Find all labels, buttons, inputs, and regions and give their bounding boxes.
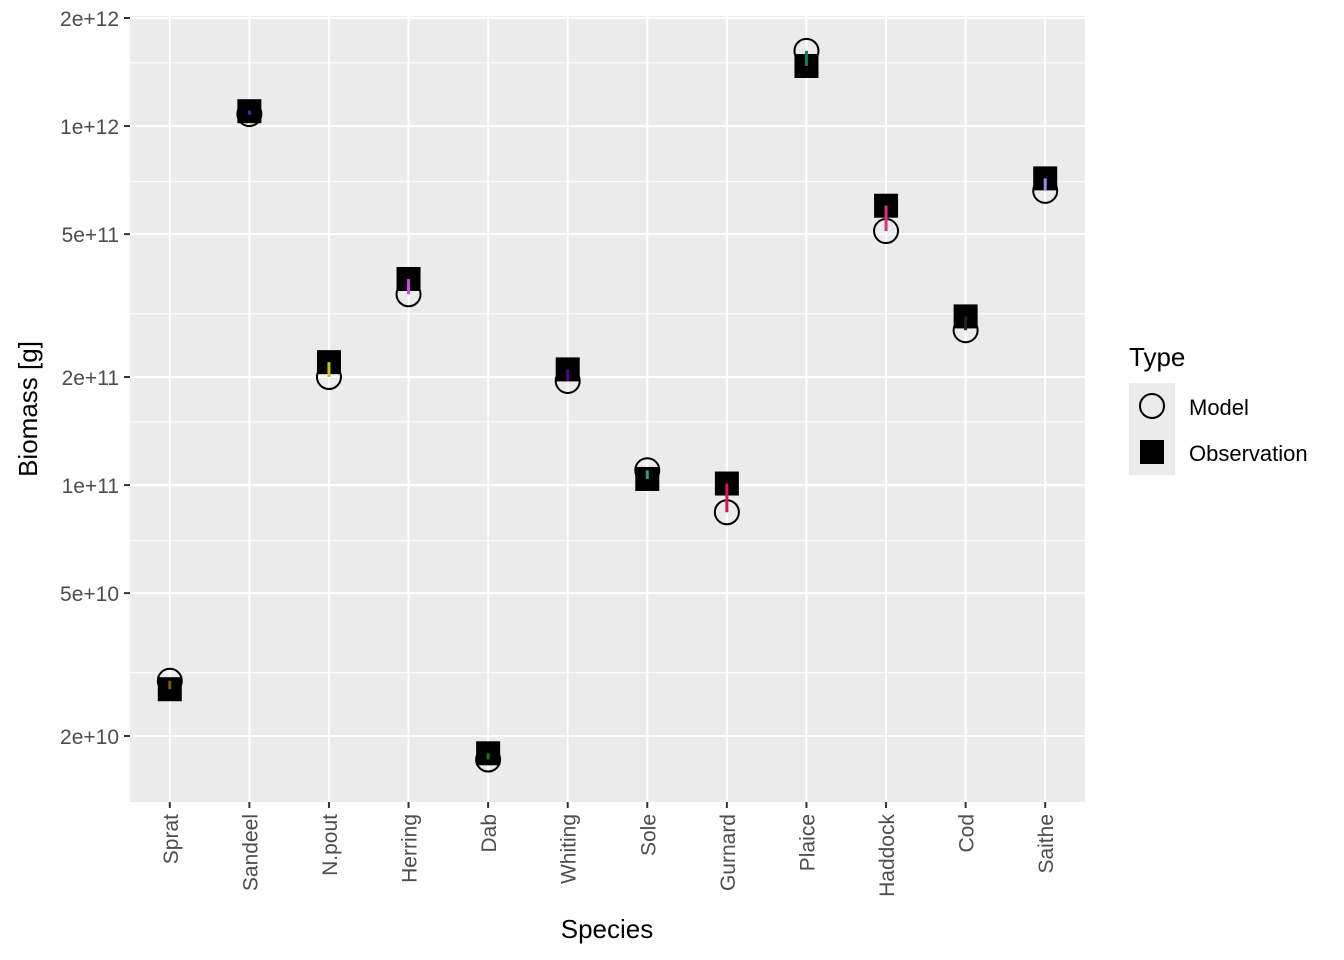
model-point: [475, 746, 502, 773]
x-tick-label: N.pout: [319, 814, 342, 876]
grid-major: [130, 16, 1085, 802]
x-tick-label: Plaice: [796, 814, 819, 871]
model-point: [634, 457, 661, 484]
x-tick-label: Haddock: [876, 814, 899, 897]
y-axis: 2e+10 5e+10 1e+11 2e+11 5e+11 1e+12 2e+12: [60, 8, 130, 749]
error-segments: [168, 50, 1047, 760]
legend: Type Model Observation: [1129, 342, 1308, 475]
legend-model-label: Model: [1189, 395, 1249, 420]
grid-minor: [130, 62, 1085, 674]
x-tick-label: Gurnard: [717, 814, 740, 891]
y-tick-label: 2e+11: [62, 367, 119, 390]
y-tick-label: 1e+11: [62, 475, 119, 498]
x-axis: Sprat Sandeel N.pout Herring Dab Whiting Sole G…: [160, 802, 1058, 897]
model-point: [236, 101, 263, 128]
y-axis-title: Biomass [g]: [13, 341, 43, 477]
model-point: [554, 367, 581, 394]
x-tick-label: Herring: [399, 814, 422, 883]
legend-title: Type: [1129, 342, 1185, 372]
y-tick-label: 5e+10: [60, 583, 119, 606]
y-tick-label: 1e+12: [60, 116, 119, 139]
legend-observation-marker: [1140, 440, 1164, 464]
x-tick-label: Saithe: [1035, 814, 1058, 874]
plot-panel: [130, 16, 1085, 802]
x-tick-label: Cod: [956, 814, 979, 853]
x-tick-label: Sandeel: [239, 814, 262, 891]
x-axis-title: Species: [561, 914, 654, 944]
y-tick-label: 2e+10: [60, 726, 119, 749]
x-tick-label: Dab: [478, 814, 501, 853]
model-point: [156, 667, 183, 694]
y-tick-label: 5e+11: [62, 224, 119, 247]
x-tick-label: Whiting: [558, 814, 581, 884]
y-tick-label: 2e+12: [60, 8, 119, 31]
legend-model-marker: [1139, 393, 1165, 419]
x-tick-label: Sprat: [160, 814, 183, 864]
x-tick-label: Sole: [637, 814, 660, 856]
legend-observation-label: Observation: [1189, 441, 1308, 466]
legend-key-model-bg: [1129, 383, 1175, 429]
